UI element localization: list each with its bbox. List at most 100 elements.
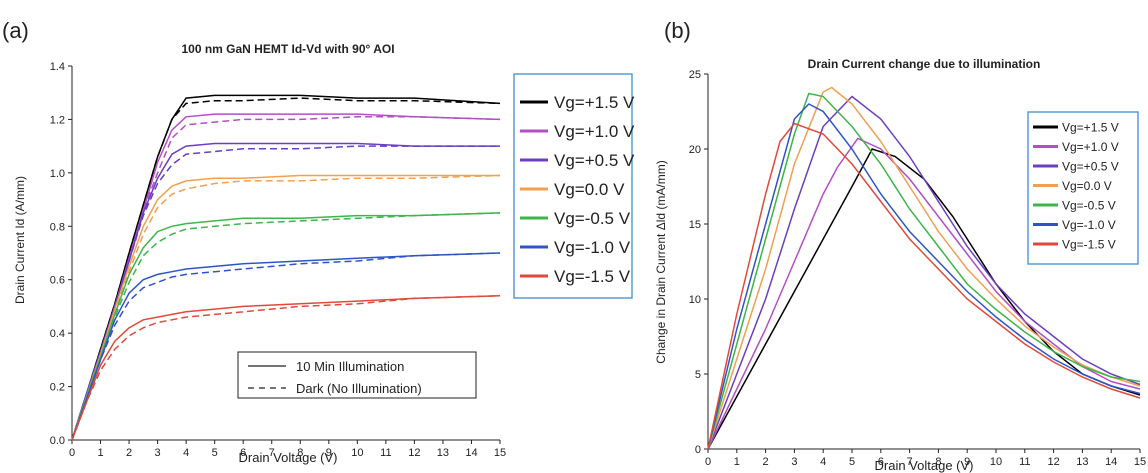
panel-a-xlabel: Drain Voltage (V)	[239, 450, 338, 465]
y-tick-label: 0	[695, 444, 701, 456]
panel-b: (b) Drain Current change due to illumina…	[654, 18, 1146, 473]
panel-a-style-legend: 10 Min Illumination Dark (No Illuminatio…	[237, 351, 477, 399]
x-tick-label: 6	[240, 447, 246, 459]
x-tick-label: 10	[990, 456, 1002, 468]
legend-label: Vg=+0.5 V	[1062, 159, 1119, 173]
y-tick-label: 0.8	[50, 221, 65, 233]
y-tick-label: 1.4	[50, 61, 65, 73]
x-tick-label: 10	[351, 447, 363, 459]
x-tick-label: 7	[907, 456, 913, 468]
legend-label: Vg=0.0 V	[554, 180, 625, 199]
x-tick-label: 9	[326, 447, 332, 459]
panel-a-series-legend: Vg=+1.5 V Vg=+1.0 V Vg=+0.5 V Vg=0.0 V Vg=-0…	[513, 73, 635, 299]
x-tick-label: 12	[1047, 456, 1059, 468]
panel-a-legend-frame	[513, 73, 633, 299]
x-tick-label: 3	[791, 456, 797, 468]
legend-label: Vg=+1.0 V	[1062, 140, 1119, 154]
x-tick-label: 13	[1076, 456, 1088, 468]
panel-b-label: (b)	[664, 18, 691, 43]
series-line-illuminated-vg-1-5-v	[71, 294, 501, 441]
panel-a-title: 100 nm GaN HEMT Id-Vd with 90° AOI	[181, 42, 394, 56]
y-tick-label: 0.0	[50, 435, 65, 447]
panel-b-xlabel: Drain Voltage (V)	[875, 458, 974, 473]
legend-label: Vg=+1.5 V	[554, 93, 635, 112]
panel-a-y-ticks: 0.0 0.2 0.4 0.6 0.8 1.0 1.2 1.4	[50, 61, 72, 447]
y-tick-label: 1.0	[50, 168, 65, 180]
y-tick-label: 1.2	[50, 114, 65, 126]
series-line-vg-1-0-v	[707, 137, 1141, 450]
panel-b-legend-frame	[1027, 111, 1139, 265]
legend-label: Vg=+0.5 V	[554, 151, 635, 170]
x-tick-label: 0	[69, 447, 75, 459]
panel-b-y-ticks: 0 5 10 15 20 25	[689, 69, 708, 456]
panel-a-style-legend-frame	[237, 351, 477, 399]
x-tick-label: 1	[734, 456, 740, 468]
y-tick-label: 20	[689, 144, 701, 156]
panel-b-series-lines	[707, 86, 1141, 450]
series-line-vg-1-5-v	[707, 122, 1141, 450]
series-line-illuminated-vg-1-0-v	[71, 252, 501, 441]
panel-a-series-lines	[71, 94, 501, 441]
series-line-illuminated-vg-0-5-v	[71, 142, 500, 441]
x-tick-label: 5	[212, 447, 218, 459]
series-line-vg-0-0-v	[707, 86, 1141, 450]
series-line-dark-vg-0-5-v	[71, 145, 500, 441]
series-line-illuminated-vg-1-5-v	[71, 94, 501, 441]
x-tick-label: 4	[820, 456, 826, 468]
series-line-dark-vg-1-5-v	[71, 294, 501, 441]
y-tick-label: 0.6	[50, 275, 65, 287]
legend-label: Vg=-1.5 V	[554, 267, 631, 286]
style-legend-dashed-label: Dark (No Illumination)	[296, 381, 422, 396]
panel-b-legend-entries: Vg=+1.5 V Vg=+1.0 V Vg=+0.5 V Vg=0.0 V Vg=-0…	[1033, 120, 1119, 251]
series-line-illuminated-vg-0-5-v	[71, 212, 501, 441]
y-tick-label: 5	[695, 369, 701, 381]
legend-label: Vg=-0.5 V	[554, 209, 631, 228]
x-tick-label: 9	[964, 456, 970, 468]
x-tick-label: 5	[849, 456, 855, 468]
x-tick-label: 15	[1134, 456, 1146, 468]
y-tick-label: 0.4	[50, 328, 65, 340]
y-tick-label: 15	[689, 219, 701, 231]
legend-label: Vg=+1.0 V	[554, 122, 635, 141]
panel-a-x-ticks: 0 1 2 3 4 5 6 7 8 9 10 11 12 13 14 15	[69, 440, 506, 459]
x-tick-label: 14	[465, 447, 477, 459]
series-line-vg-1-5-v	[707, 148, 1141, 450]
x-tick-label: 11	[380, 447, 391, 459]
panel-b-legend: Vg=+1.5 V Vg=+1.0 V Vg=+0.5 V Vg=0.0 V Vg=-0…	[1027, 111, 1139, 265]
panel-a: (a) 100 nm GaN HEMT Id-Vd with 90° AOI D…	[2, 18, 635, 465]
panel-a-legend-entries: Vg=+1.5 V Vg=+1.0 V Vg=+0.5 V Vg=0.0 V Vg=-0…	[520, 93, 635, 286]
panel-a-label: (a)	[2, 18, 29, 43]
x-tick-label: 15	[494, 447, 506, 459]
x-tick-label: 13	[437, 447, 449, 459]
x-tick-label: 1	[97, 447, 103, 459]
x-tick-label: 2	[126, 447, 132, 459]
legend-label: Vg=-0.5 V	[1062, 198, 1116, 212]
legend-label: Vg=+1.5 V	[1062, 120, 1119, 134]
series-line-dark-vg-1-0-v	[71, 252, 501, 441]
y-tick-label: 0.2	[50, 382, 65, 394]
x-tick-label: 8	[297, 447, 303, 459]
x-tick-label: 11	[1019, 456, 1030, 468]
y-tick-label: 10	[689, 294, 701, 306]
x-tick-label: 7	[269, 447, 275, 459]
x-tick-label: 2	[763, 456, 769, 468]
series-line-illuminated-vg-0-0-v	[71, 174, 500, 441]
y-tick-label: 25	[689, 69, 701, 81]
x-tick-label: 4	[183, 447, 189, 459]
series-line-dark-vg-1-0-v	[71, 116, 501, 441]
panel-b-title: Drain Current change due to illumination	[808, 57, 1041, 71]
panel-b-x-ticks: 0 1 2 3 4 5 6 7 8 9 10 11 12 13 14 15	[705, 449, 1146, 468]
x-tick-label: 0	[705, 456, 711, 468]
x-tick-label: 8	[935, 456, 941, 468]
x-tick-label: 12	[408, 447, 420, 459]
x-tick-label: 3	[155, 447, 161, 459]
series-line-vg-1-0-v	[707, 103, 1141, 450]
legend-label: Vg=-1.0 V	[1062, 218, 1116, 232]
series-line-vg-0-5-v	[707, 95, 1141, 450]
legend-label: Vg=0.0 V	[1062, 179, 1112, 193]
panel-b-ylabel: Change in Drain Current Δld (mA/mm)	[654, 160, 668, 363]
panel-a-ylabel: Drain Current Id (A/mm)	[13, 176, 27, 304]
style-legend-solid-label: 10 Min Illumination	[296, 359, 404, 374]
x-tick-label: 14	[1105, 456, 1117, 468]
